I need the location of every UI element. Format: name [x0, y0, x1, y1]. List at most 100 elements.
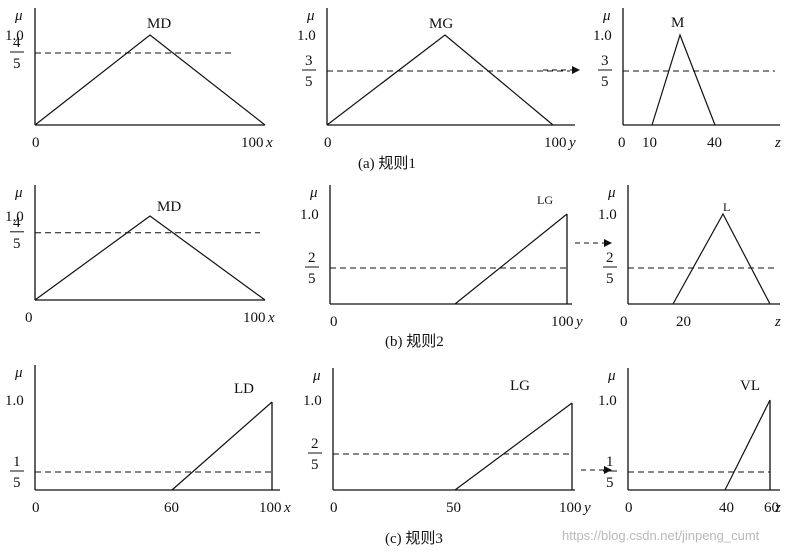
y-top-label: 1.0 [300, 207, 319, 223]
mu-label: μ [14, 185, 23, 201]
inference-arrow-rule-3 [581, 466, 612, 474]
cut-numerator: 3 [305, 53, 313, 69]
cut-numerator: 1 [606, 454, 614, 470]
y-top-label: 1.0 [593, 28, 612, 44]
cut-numerator: 3 [601, 53, 609, 69]
axis-variable: z [774, 500, 781, 516]
tick-label: 60 [164, 500, 179, 516]
mu-label: μ [14, 365, 23, 381]
term-name: LG [510, 378, 530, 394]
cut-numerator: 1 [13, 454, 21, 470]
axis-variable: x [267, 310, 275, 326]
term-name: LG [537, 193, 553, 207]
cut-numerator: 2 [308, 250, 316, 266]
tick-label: 0 [324, 135, 332, 151]
tick-label: 40 [707, 135, 722, 151]
axis-variable: y [582, 500, 591, 516]
cut-numerator: 4 [13, 215, 21, 231]
tick-label: 60 [764, 500, 779, 516]
tick-label: 0 [620, 314, 628, 330]
y-top-label: 1.0 [297, 28, 316, 44]
panel-rule-3-lg: μ 1.0 2 5 LG 0 50 100 y [303, 368, 591, 516]
axis-variable: z [774, 135, 781, 151]
membership-l [672, 212, 771, 305]
y-top-label: 1.0 [5, 393, 24, 409]
panel-rule-2-lg: μ 1.0 2 5 LG 0 100 y [300, 185, 583, 330]
inference-arrow-rule-2 [575, 239, 612, 247]
caption-rule-3: (c) 规则3 [385, 530, 443, 547]
membership-ld [171, 401, 273, 491]
membership-md [34, 34, 266, 126]
tick-label: 0 [618, 135, 626, 151]
watermark: https://blog.csdn.net/jinpeng_cumt [562, 528, 760, 543]
cut-denominator: 5 [606, 271, 614, 287]
axis-variable: x [283, 500, 291, 516]
mu-label: μ [607, 185, 616, 201]
term-name: VL [740, 378, 760, 394]
cut-denominator: 5 [13, 56, 21, 72]
term-name: MD [157, 199, 181, 215]
axis-variable: x [265, 135, 273, 151]
y-top-label: 1.0 [5, 28, 24, 44]
mu-label: μ [312, 368, 321, 384]
membership-md [34, 215, 266, 301]
tick-label: 0 [625, 500, 633, 516]
term-name: MD [147, 16, 171, 32]
cut-denominator: 5 [305, 74, 313, 90]
cut-denominator: 5 [308, 271, 316, 287]
membership-vl [724, 399, 771, 491]
tick-label: 0 [330, 314, 338, 330]
mu-label: μ [602, 8, 611, 24]
mu-label: μ [306, 8, 315, 24]
axis-variable: z [774, 314, 781, 330]
cut-denominator: 5 [311, 457, 319, 473]
panel-rule-3-ld: μ 1.0 1 5 LD 0 60 100 x [5, 365, 291, 516]
tick-label: 100 [243, 310, 266, 326]
cut-denominator: 5 [606, 475, 614, 491]
tick-label: 100 [551, 314, 574, 330]
term-name: LD [234, 381, 254, 397]
term-name: MG [429, 16, 453, 32]
caption-rule-1: (a) 规则1 [358, 155, 416, 172]
cut-denominator: 5 [13, 236, 21, 252]
mu-label: μ [14, 8, 23, 24]
term-name: M [671, 15, 684, 31]
tick-label: 50 [446, 500, 461, 516]
tick-label: 40 [719, 500, 734, 516]
tick-label: 100 [559, 500, 582, 516]
y-top-label: 1.0 [598, 207, 617, 223]
tick-label: 100 [544, 135, 567, 151]
membership-lg [454, 402, 573, 491]
y-top-label: 1.0 [303, 393, 322, 409]
cut-numerator: 2 [311, 436, 319, 452]
cut-numerator: 4 [13, 35, 21, 51]
caption-rule-2: (b) 规则2 [385, 333, 444, 350]
axis-variable: y [567, 135, 576, 151]
cut-denominator: 5 [13, 475, 21, 491]
membership-mg [326, 34, 554, 126]
axis-variable: y [574, 314, 583, 330]
panel-rule-2-md: μ 1.04 5 MD 0 100 x [5, 185, 275, 326]
tick-label: 0 [330, 500, 338, 516]
y-top-label: 1.0 [598, 393, 617, 409]
tick-label: 20 [676, 314, 691, 330]
y-top-label: 1.0 [5, 209, 24, 225]
tick-label: 100 [259, 500, 282, 516]
cut-denominator: 5 [601, 74, 609, 90]
mu-label: μ [607, 368, 616, 384]
tick-label: 100 [241, 135, 264, 151]
term-name: L [723, 200, 730, 214]
inference-arrow-rule-1 [543, 66, 580, 74]
tick-label: 0 [25, 310, 33, 326]
mu-label: μ [309, 185, 318, 201]
tick-label: 0 [32, 135, 40, 151]
panel-rule-1-m: μ 1.0 3 5 M 0 10 40 z [593, 8, 781, 151]
panel-rule-2-l: μ 1.0 2 5 L 0 20 z [598, 185, 781, 330]
panel-rule-1-md: μ 1.04 5 MD 0 100 x [5, 8, 273, 151]
tick-label: 0 [32, 500, 40, 516]
panel-rule-3-vl: μ 1.0 1 5 VL 0 40 60z [598, 368, 781, 516]
panel-rule-1-mg: μ 1.0 3 5 MG 0 100 y [297, 8, 576, 151]
cut-numerator: 2 [606, 250, 614, 266]
